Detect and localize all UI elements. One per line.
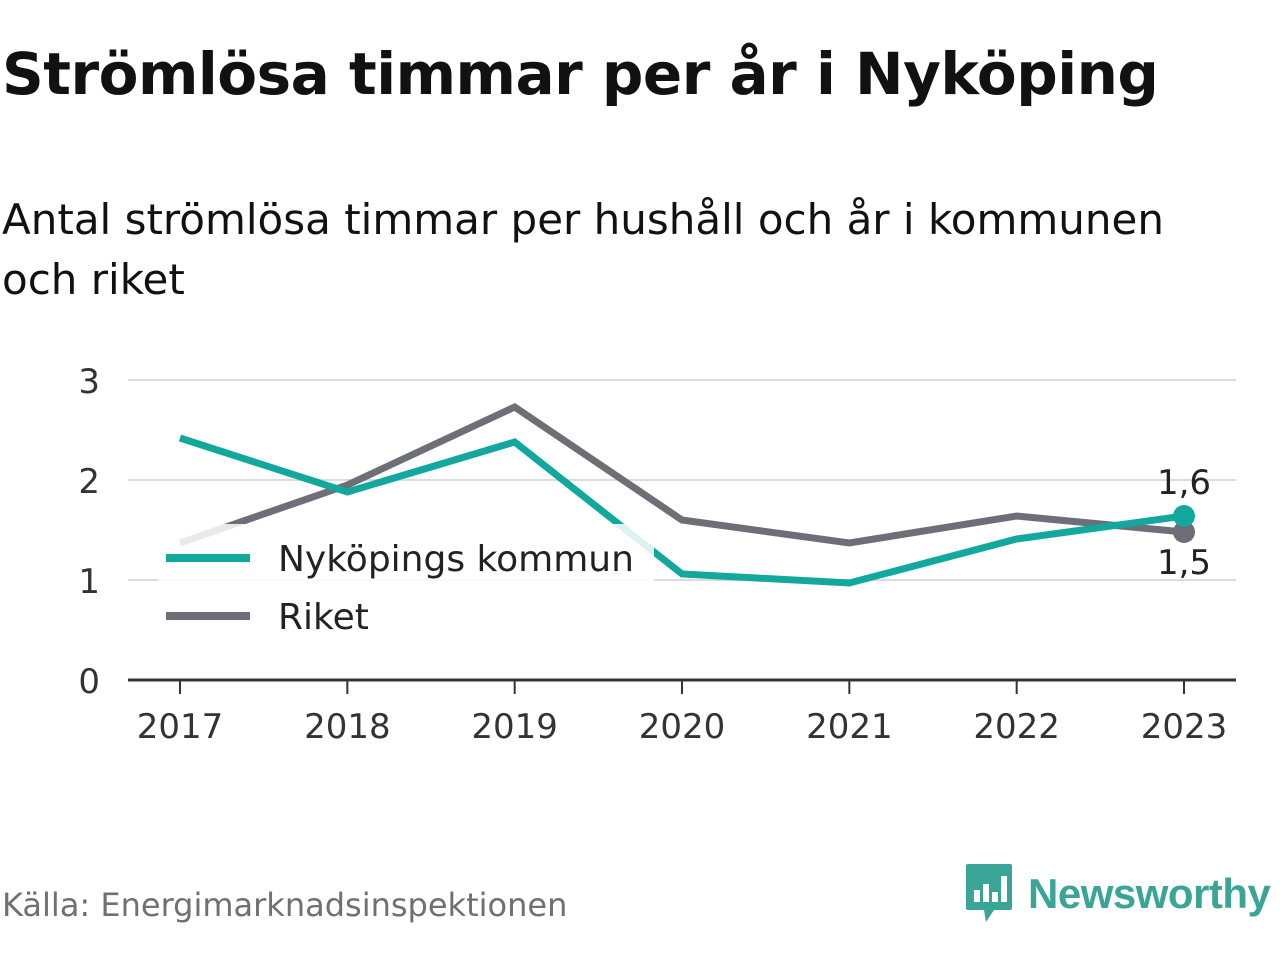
end-value-label: 1,6 (1157, 463, 1211, 503)
source-note: Källa: Energimarknadsinspektionen (2, 886, 568, 924)
chart-subtitle: Antal strömlösa timmar per hushåll och å… (2, 195, 1164, 304)
x-tick-label: 2021 (806, 707, 893, 747)
x-tick-label: 2017 (137, 707, 224, 747)
end-value-label: 1,5 (1157, 543, 1211, 583)
series-lines (178, 402, 1195, 587)
chart-title: Strömlösa timmar per år i Nyköping (2, 40, 1159, 108)
end-labels: 1,6 1,5 (1157, 463, 1211, 583)
series-line (178, 402, 1185, 547)
brand-logo[interactable]: Newsworthy (964, 862, 1271, 926)
data-point-end (1173, 505, 1195, 527)
legend: Nyköpings kommun Riket (158, 524, 654, 650)
x-axis: 2017 2018 2019 2020 2021 2022 2023 (128, 678, 1236, 747)
legend-background (158, 524, 654, 650)
legend-label: Nyköpings kommun (278, 539, 634, 580)
x-tick-label: 2019 (471, 707, 558, 747)
x-tick-label: 2022 (973, 707, 1060, 747)
y-tick-label: 3 (78, 362, 100, 402)
x-tick-label: 2023 (1141, 707, 1228, 747)
brand-name: Newsworthy (1028, 870, 1271, 917)
y-tick-label: 1 (78, 562, 100, 602)
y-tick-label: 0 (78, 662, 100, 702)
newsworthy-logo-icon (966, 864, 1012, 922)
legend-label: Riket (278, 597, 369, 638)
y-axis-ticks: 0 1 2 3 (78, 362, 100, 702)
x-tick-label: 2018 (304, 707, 391, 747)
y-tick-label: 2 (78, 462, 100, 502)
series-line (178, 434, 1185, 587)
data-point-end (1173, 521, 1195, 543)
x-tick-label: 2020 (639, 707, 726, 747)
